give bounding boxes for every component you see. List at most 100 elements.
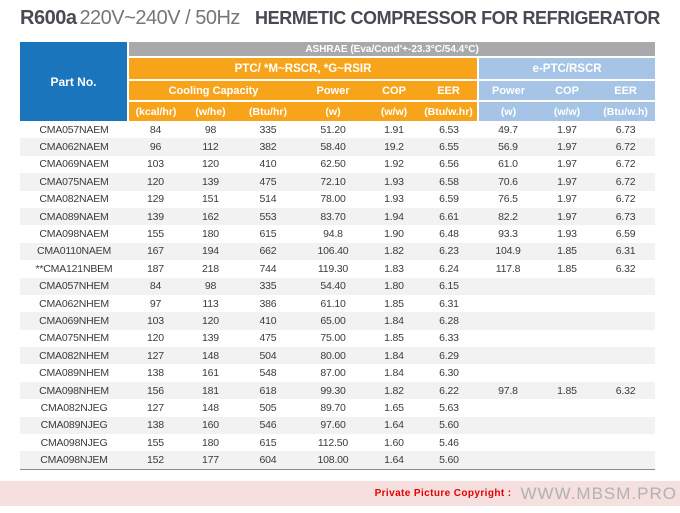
spec-value-cell: 75.00 (320, 332, 346, 345)
part-no-cell: CMA082NJEG (40, 401, 108, 414)
spec-value-cell: 93.3 (498, 228, 518, 241)
copyright-banner: Private Picture Copyright : WWW.MBSM.PRO (0, 481, 680, 506)
spec-value-cell: 6.56 (439, 158, 459, 171)
spec-value-cell: 505 (259, 401, 277, 414)
spec-value-cell: 1.85 (557, 245, 577, 258)
spec-value-cell: 1.94 (384, 210, 404, 223)
motor-type-row: PTC/ *M~RSCR, *G~RSIR e-PTC/RSCR (20, 57, 656, 81)
unit-ptc-btu: (Btu/w.hr) (420, 101, 478, 121)
part-no-cell: CMA082NHEM (39, 349, 109, 362)
spec-value-cell: 6.73 (615, 123, 636, 136)
spec-value-cell: 335 (259, 123, 277, 136)
spec-value-cell (596, 364, 655, 381)
spec-value-cell: 187 (147, 262, 164, 275)
spec-value-cell: 548 (259, 367, 277, 380)
spec-value-cell: 618 (259, 384, 277, 397)
spec-value-cell: 138 (147, 367, 164, 380)
part-no-cell: **CMA121NBEM (35, 262, 113, 275)
voltage-frequency: 220V~240V / 50Hz (79, 7, 240, 29)
spec-value-cell: 61.10 (320, 297, 346, 310)
spec-value-cell: 117.8 (495, 262, 521, 275)
spec-value-cell: 80.00 (320, 349, 346, 362)
copyright-label: Private Picture Copyright : (374, 488, 512, 499)
eptc-power-header: Power (477, 80, 538, 102)
part-no-cell: CMA062NHEM (39, 297, 109, 310)
spec-value-cell: 662 (259, 245, 277, 258)
spec-value-cell: 5.63 (439, 401, 459, 414)
spec-value-cell: 6.73 (615, 210, 636, 223)
spec-value-cell: 386 (259, 297, 277, 310)
spec-value-cell: 70.6 (498, 175, 518, 188)
spec-value-cell: 1.85 (384, 297, 404, 310)
spec-value-cell: 335 (259, 280, 277, 293)
part-no-cell: CMA075NHEM (39, 332, 109, 345)
spec-value-cell: 181 (202, 384, 219, 397)
spec-value-cell: 6.32 (615, 262, 636, 275)
spec-value-cell: 6.58 (439, 175, 459, 188)
spec-value-cell: 6.48 (439, 228, 459, 241)
spec-value-cell: 1.90 (384, 228, 404, 241)
spec-value-cell: 162 (202, 210, 219, 223)
spec-value-cell: 139 (202, 332, 219, 345)
spec-value-cell (538, 417, 596, 434)
spec-value-cell (596, 347, 655, 364)
table-row: CMA062NAEM 96 112 382 58.40 19.2 6.55 56.9 1.97 6… (20, 138, 656, 156)
unit-eptc-btu: (Btu/w.h) (596, 101, 656, 121)
spec-value-cell: 218 (202, 262, 219, 275)
unit-ptc-w: (w) (298, 101, 368, 121)
spec-value-cell (596, 399, 655, 416)
spec-value-cell: 1.97 (557, 123, 577, 136)
spec-value-cell: 1.84 (384, 349, 404, 362)
unit-btu-hr: (Btu/hr) (238, 101, 298, 121)
spec-value-cell: 1.97 (557, 141, 577, 154)
part-no-cell: CMA098NJEG (40, 436, 108, 449)
spec-value-cell (538, 312, 596, 329)
spec-value-cell: 61.0 (498, 158, 518, 171)
spec-value-cell: 1.60 (384, 436, 404, 449)
spec-value-cell: 127 (147, 401, 164, 414)
spec-value-cell (478, 347, 538, 364)
spec-value-cell: 6.55 (439, 141, 459, 154)
spec-value-cell: 1.97 (557, 175, 577, 188)
part-no-cell: CMA082NAEM (39, 193, 109, 206)
spec-value-cell: 410 (259, 314, 277, 327)
table-row: CMA069NAEM 103 120 410 62.50 1.92 6.56 61.0 1.97… (20, 156, 655, 173)
spec-value-cell (538, 434, 596, 451)
table-row: CMA057NAEM 84 98 335 51.20 1.91 6.53 49.7 1.97 6.… (20, 121, 655, 138)
spec-value-cell (596, 330, 655, 347)
spec-value-cell: 51.20 (320, 123, 346, 136)
spec-value-cell: 1.97 (557, 210, 577, 223)
spec-value-cell: 6.23 (439, 245, 459, 258)
spec-value-cell: 6.29 (439, 349, 459, 362)
spec-value-cell (596, 434, 655, 451)
spec-value-cell: 1.84 (384, 314, 404, 327)
spec-value-cell: 108.00 (298, 451, 368, 470)
spec-value-cell: 99.30 (320, 384, 346, 397)
ptc-cop-header: COP (368, 80, 420, 102)
spec-value-cell: 6.32 (615, 384, 636, 397)
spec-value-cell: 180 (202, 228, 219, 241)
eptc-group-header: e-PTC/RSCR (476, 57, 656, 81)
spec-value-cell: 410 (259, 158, 277, 171)
spec-value-cell (538, 347, 596, 364)
spec-value-cell: 1.85 (557, 262, 577, 275)
spec-value-cell: 6.72 (615, 158, 636, 171)
table-row: **CMA121NBEM 187 218 744 119.30 1.83 6.24 117.8… (20, 260, 655, 277)
spec-value-cell: 72.10 (320, 175, 346, 188)
part-no-cell: CMA062NAEM (39, 141, 109, 154)
compressor-spec-table: Part No. ASHRAE (Eva/Cond'+-23.3°C/54.4°… (20, 42, 656, 470)
spec-value-cell: 148 (202, 349, 219, 362)
spec-value-cell: 180 (202, 436, 219, 449)
table-row: CMA098NJEM 152 177 604 108.00 1.64 5.60 (20, 451, 656, 470)
spec-value-cell (538, 278, 596, 295)
spec-value-cell: 161 (202, 367, 219, 380)
part-no-cell: CMA098NHEM (39, 384, 109, 397)
spec-value-cell: 6.61 (439, 210, 459, 223)
spec-value-cell: 1.82 (384, 245, 404, 258)
table-row: CMA057NHEM 84 98 335 54.40 1.80 6.15 (20, 277, 656, 295)
spec-value-cell (478, 417, 538, 434)
spec-value-cell: 6.15 (439, 280, 459, 293)
spec-value-cell: 120 (147, 332, 164, 345)
spec-value-cell (596, 312, 655, 329)
spec-value-cell: 475 (259, 332, 277, 345)
